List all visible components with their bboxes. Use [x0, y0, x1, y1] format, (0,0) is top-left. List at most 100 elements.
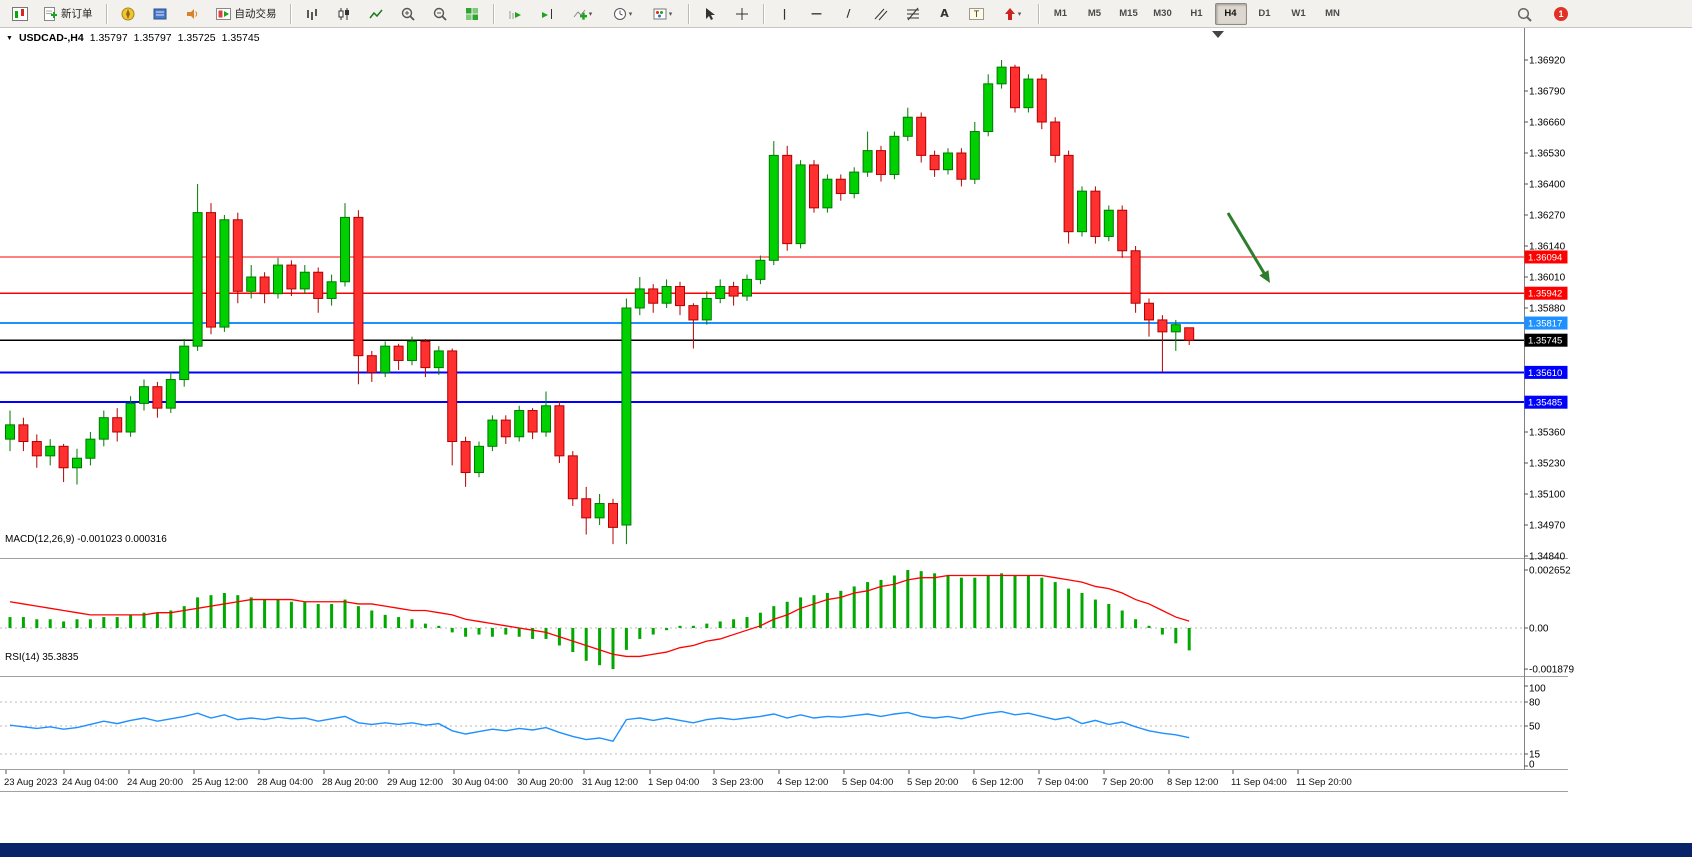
timeframe-h1-button[interactable]: H1 [1190, 8, 1203, 19]
crosshair-icon [735, 7, 748, 20]
vertical-line-icon: | [782, 7, 787, 20]
channel-icon [874, 8, 887, 20]
svg-text:24 Aug 20:00: 24 Aug 20:00 [127, 777, 183, 788]
svg-text:30 Aug 04:00: 30 Aug 04:00 [452, 777, 508, 788]
separator [762, 3, 764, 24]
horizontal-line-objects[interactable] [0, 256, 1524, 404]
zoom-out-button[interactable] [425, 2, 455, 26]
chevron-down-icon: ▾ [628, 10, 633, 18]
trendline-button[interactable]: / [834, 2, 864, 26]
search-icon [1517, 7, 1532, 22]
autotrading-button[interactable]: 自动交易 [209, 2, 284, 26]
price-axis[interactable]: 1.36920 1.36790 1.36660 1.36530 1.36400 1.362… [1524, 56, 1566, 563]
new-order-button[interactable]: 新订单 [37, 2, 100, 26]
horizontal-line-button[interactable]: — [802, 2, 832, 26]
svg-text:1.35485: 1.35485 [1528, 398, 1562, 409]
separator [1037, 3, 1039, 24]
sound-icon [186, 8, 197, 19]
rsi-indicator-label: RSI(14) 35.3835 [5, 652, 79, 663]
macd-pane: 0.002652 0.00 -0.001879 [0, 566, 1574, 676]
auto-scroll-button[interactable] [500, 2, 530, 26]
chart-line-button[interactable] [361, 2, 391, 26]
cursor-button[interactable] [695, 2, 725, 26]
metaeditor-button[interactable] [113, 2, 143, 26]
svg-text:1.36140: 1.36140 [1529, 242, 1566, 253]
search-button[interactable] [1509, 2, 1539, 26]
svg-text:1.36270: 1.36270 [1529, 211, 1566, 222]
price-labels: 1.36094 1.35942 1.35817 1.35745 1.35610 1.354… [1524, 250, 1568, 409]
svg-text:50: 50 [1529, 722, 1541, 733]
svg-text:0.00: 0.00 [1529, 624, 1549, 635]
svg-text:1.36920: 1.36920 [1529, 56, 1566, 67]
svg-text:11 Sep 04:00: 11 Sep 04:00 [1231, 777, 1287, 788]
timeframe-m1-button[interactable]: M1 [1053, 8, 1068, 19]
svg-text:7 Sep 20:00: 7 Sep 20:00 [1102, 777, 1153, 788]
sound-button[interactable] [177, 2, 207, 26]
svg-text:0: 0 [1529, 760, 1535, 771]
chart-canvas[interactable]: 1.36920 1.36790 1.36660 1.36530 1.36400 1.362… [0, 28, 1692, 792]
text-button[interactable]: A [930, 2, 960, 26]
macd-signal-line [9, 574, 1190, 658]
indicators-icon [573, 9, 587, 20]
timeframe-m5-button[interactable]: M5 [1087, 8, 1102, 19]
new-chart-button[interactable] [5, 2, 35, 26]
arrows-button[interactable]: ▾ [994, 2, 1032, 26]
toolbar: 新订单 自动交易 [0, 0, 1692, 28]
tile-windows-icon [465, 7, 478, 20]
svg-text:0.002652: 0.002652 [1529, 566, 1571, 577]
chevron-down-icon: ▾ [588, 10, 593, 18]
one-click-trading-toggle[interactable]: ▼ [6, 34, 13, 42]
chart-candles-button[interactable] [329, 2, 359, 26]
separator [492, 3, 494, 24]
time-axis[interactable]: 23 Aug 2023 24 Aug 04:00 24 Aug 20:00 25 Au… [4, 770, 1352, 788]
crosshair-button[interactable] [727, 2, 757, 26]
text-label-button[interactable]: T [962, 2, 992, 26]
svg-text:8 Sep 12:00: 8 Sep 12:00 [1167, 777, 1218, 788]
chart-window-icon [12, 6, 28, 21]
trendline-icon: / [846, 7, 851, 20]
chart-shift-icon [541, 8, 552, 19]
svg-text:1.36530: 1.36530 [1529, 149, 1566, 160]
timeframe-mn-button[interactable]: MN [1325, 8, 1340, 19]
chart-bars-button[interactable] [297, 2, 327, 26]
ohlc-low: 1.35725 [177, 32, 216, 44]
market-button[interactable] [145, 2, 175, 26]
arrow-annotation[interactable] [1226, 212, 1270, 283]
chart-shift-button[interactable] [532, 2, 562, 26]
zoom-in-button[interactable] [393, 2, 423, 26]
periods-button[interactable]: ▾ [604, 2, 642, 26]
symbol-header: ▼ USDCAD-,H4 1.35797 1.35797 1.35725 1.3… [6, 32, 260, 44]
svg-text:1 Sep 04:00: 1 Sep 04:00 [648, 777, 699, 788]
rsi-line [9, 710, 1190, 742]
chart-window: 1.36920 1.36790 1.36660 1.36530 1.36400 1.362… [0, 28, 1692, 792]
svg-text:1.35942: 1.35942 [1528, 289, 1562, 300]
ohlc-high: 1.35797 [133, 32, 172, 44]
autotrading-label: 自动交易 [234, 8, 277, 20]
timeframe-h4-button[interactable]: H4 [1214, 2, 1247, 25]
text-label-glyph: T [974, 9, 980, 19]
svg-text:1.36660: 1.36660 [1529, 118, 1566, 129]
timeframe-d1-button[interactable]: D1 [1258, 8, 1271, 19]
tile-windows-button[interactable] [457, 2, 487, 26]
timeframe-w1-button[interactable]: W1 [1291, 8, 1306, 19]
timeframe-m30-button[interactable]: M30 [1153, 8, 1172, 19]
channel-button[interactable] [866, 2, 896, 26]
notification-badge[interactable]: 1 [1554, 7, 1568, 21]
svg-text:15: 15 [1529, 750, 1541, 761]
fibonacci-button[interactable] [898, 2, 928, 26]
zoom-in-icon [401, 7, 415, 21]
chevron-down-icon: ▾ [1017, 10, 1022, 18]
svg-text:80: 80 [1529, 698, 1541, 709]
horizontal-line-icon: — [811, 7, 822, 20]
zoom-out-icon [433, 7, 447, 21]
indicators-button[interactable]: ▾ [564, 2, 602, 26]
candlestick-chart-icon [338, 7, 349, 20]
svg-text:24 Aug 04:00: 24 Aug 04:00 [62, 777, 118, 788]
pane-separators[interactable] [0, 28, 1568, 792]
timeframe-m15-button[interactable]: M15 [1119, 8, 1138, 19]
svg-text:1.35817: 1.35817 [1528, 319, 1562, 330]
templates-button[interactable]: ▾ [644, 2, 682, 26]
vertical-line-button[interactable]: | [770, 2, 800, 26]
chart-shift-marker[interactable] [1212, 31, 1224, 38]
